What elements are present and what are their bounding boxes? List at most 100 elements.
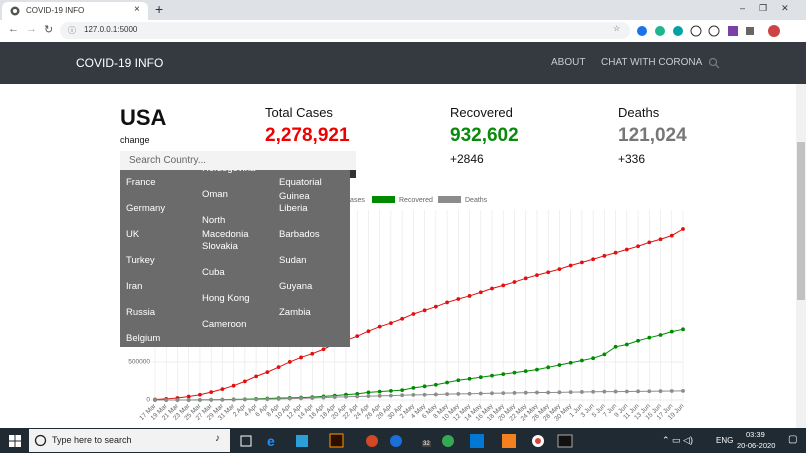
- data-point: [490, 286, 494, 291]
- navbar: COVID-19 INFO ABOUT CHAT WITH CORONA: [0, 42, 806, 84]
- data-point: [568, 390, 573, 394]
- dropdown-scrollbar[interactable]: [350, 170, 356, 178]
- taskbar-search-text: Type here to search: [52, 435, 132, 445]
- clock-time[interactable]: 03:39: [746, 430, 765, 439]
- window-controls[interactable]: –❐✕: [740, 3, 803, 13]
- legend-swatch: [438, 196, 461, 203]
- data-point: [557, 267, 562, 272]
- country-option[interactable]: Liberia: [279, 203, 308, 214]
- country-option[interactable]: Slovakia: [202, 241, 238, 252]
- nav-link[interactable]: ABOUT: [551, 57, 586, 68]
- country-option[interactable]: Turkey: [126, 255, 155, 266]
- data-point: [546, 270, 551, 275]
- country-option[interactable]: Hong Kong: [202, 293, 250, 304]
- data-point: [422, 392, 427, 397]
- data-point: [658, 237, 663, 242]
- taskbar-search[interactable]: Type here to search ♪: [29, 429, 230, 452]
- data-point: [389, 393, 393, 398]
- scrollbar[interactable]: [796, 84, 806, 428]
- tab-favicon: [10, 6, 20, 16]
- data-point: [254, 397, 259, 402]
- country-option[interactable]: Russia: [126, 307, 156, 318]
- data-point: [400, 388, 405, 393]
- data-point: [198, 398, 202, 402]
- data-point: [265, 397, 270, 402]
- series-line: [154, 228, 684, 401]
- data-point: [389, 321, 393, 325]
- nav-link[interactable]: CHAT WITH CORONA: [601, 57, 703, 68]
- country-option[interactable]: Belgium: [126, 333, 161, 344]
- data-point: [422, 308, 427, 313]
- search-input[interactable]: Search Country...: [120, 151, 356, 170]
- tab-close[interactable]: ×: [134, 4, 140, 15]
- country-option[interactable]: Barbados: [279, 229, 320, 240]
- data-point: [186, 398, 191, 402]
- card-label: Total Cases: [265, 105, 333, 120]
- info-icon: ⓘ: [68, 26, 76, 35]
- data-point: [344, 394, 348, 399]
- language[interactable]: ENG: [716, 436, 734, 445]
- country-option[interactable]: Equatorial Guinea: [279, 177, 322, 202]
- data-point: [591, 257, 596, 262]
- svg-text:e: e: [267, 433, 275, 449]
- country-option[interactable]: Sudan: [279, 255, 307, 266]
- forward-button[interactable]: →: [26, 23, 37, 35]
- country-option[interactable]: Cameroon: [202, 319, 247, 330]
- data-point: [535, 273, 539, 278]
- country-option[interactable]: Oman: [202, 189, 228, 200]
- mic-icon[interactable]: ♪: [215, 433, 220, 444]
- data-point: [209, 390, 214, 394]
- data-point: [613, 389, 618, 394]
- country-option[interactable]: Guyana: [279, 281, 313, 292]
- new-tab[interactable]: +: [155, 1, 164, 17]
- start-button[interactable]: [9, 435, 21, 447]
- tab-title: COVID-19 INFO: [26, 6, 85, 15]
- tray-icons[interactable]: ⌃ ▭ ◁): [662, 435, 693, 445]
- data-point: [456, 297, 461, 301]
- taskbar-apps[interactable]: e: [236, 431, 586, 451]
- url-box[interactable]: ⓘ 127.0.0.1:5000 ☆: [60, 22, 630, 39]
- scrollbar-thumb[interactable]: [797, 142, 805, 300]
- data-point: [389, 388, 393, 393]
- data-point: [186, 394, 191, 399]
- data-point: [501, 372, 506, 377]
- data-point: [445, 380, 449, 385]
- country-option[interactable]: North Macedonia: [202, 215, 249, 240]
- data-point: [535, 390, 539, 395]
- data-point: [591, 389, 596, 394]
- data-point: [332, 395, 337, 400]
- country-option[interactable]: Iran: [126, 281, 143, 292]
- data-point: [265, 370, 270, 375]
- search-icon[interactable]: [708, 57, 720, 69]
- data-point: [512, 391, 517, 395]
- data-point: [557, 390, 562, 395]
- brand[interactable]: COVID-19 INFO: [76, 56, 164, 70]
- country-option[interactable]: Zambia: [279, 307, 311, 318]
- data-point: [276, 397, 281, 401]
- card-label: Deaths: [618, 105, 660, 120]
- data-point: [287, 360, 292, 364]
- data-point: [658, 333, 663, 337]
- country-option[interactable]: UK: [126, 229, 140, 240]
- browser-tab[interactable]: COVID-19 INFO ×: [2, 2, 148, 20]
- clock-date[interactable]: 20-06-2020: [737, 441, 776, 450]
- data-point: [602, 389, 607, 394]
- star-icon[interactable]: ☆: [613, 24, 621, 33]
- data-point: [400, 393, 405, 398]
- data-point: [669, 329, 674, 334]
- data-point: [647, 389, 652, 394]
- country-option[interactable]: Cuba: [202, 267, 225, 278]
- notifications[interactable]: ▢: [788, 434, 798, 445]
- reload-button[interactable]: ↻: [44, 24, 54, 36]
- change-link[interactable]: change: [120, 135, 150, 145]
- data-point: [490, 391, 494, 396]
- card-delta: +336: [618, 152, 646, 166]
- back-button[interactable]: ←: [8, 23, 19, 35]
- country-option[interactable]: Herzegovina: [202, 170, 268, 176]
- data-point: [501, 283, 506, 288]
- data-point: [467, 294, 472, 298]
- country-option[interactable]: France: [126, 177, 156, 188]
- country-option[interactable]: Germany: [126, 203, 166, 214]
- y-tick-label: 500000: [128, 359, 150, 366]
